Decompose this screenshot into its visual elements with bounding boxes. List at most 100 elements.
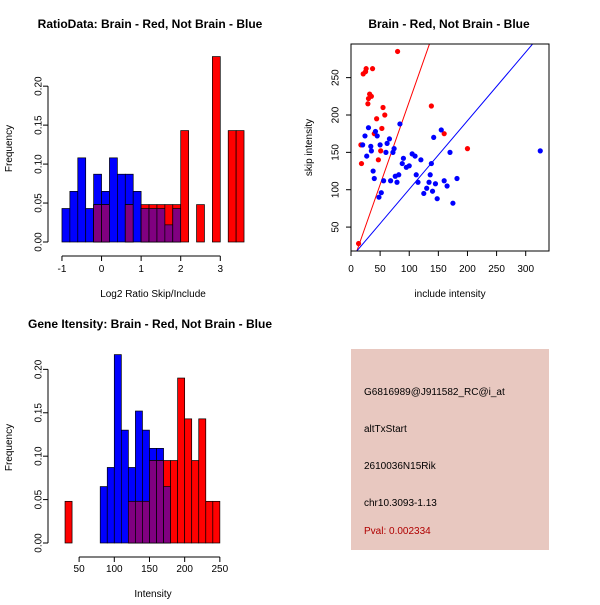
bar-overlap bbox=[93, 204, 102, 243]
x-tick-label: 50 bbox=[74, 564, 86, 575]
bar-brain bbox=[191, 460, 200, 544]
bar-brain bbox=[212, 56, 221, 243]
point-not-brain bbox=[368, 148, 374, 154]
bar-overlap bbox=[140, 208, 150, 243]
point-not-brain bbox=[388, 178, 394, 184]
x-tick-label: 250 bbox=[212, 564, 229, 575]
point-brain bbox=[368, 93, 374, 99]
bar-not-brain bbox=[61, 208, 71, 243]
x-tick-label: -1 bbox=[58, 264, 67, 275]
point-not-brain bbox=[421, 190, 427, 197]
point-not-brain bbox=[362, 133, 368, 139]
bar-overlap bbox=[149, 460, 157, 544]
point-not-brain bbox=[365, 125, 372, 131]
point-not-brain bbox=[383, 149, 389, 155]
bar-not-brain bbox=[113, 354, 122, 544]
point-not-brain bbox=[370, 168, 376, 174]
bar-brain bbox=[212, 500, 221, 544]
bar-not-brain bbox=[109, 157, 118, 243]
point-not-brain bbox=[441, 178, 447, 184]
point-not-brain bbox=[432, 181, 439, 187]
point-not-brain bbox=[384, 140, 390, 146]
bar-not-brain bbox=[99, 486, 108, 544]
point-not-brain bbox=[397, 121, 403, 127]
plot-box bbox=[350, 43, 550, 252]
bar-overlap bbox=[148, 208, 158, 243]
point-brain bbox=[369, 66, 376, 72]
point-not-brain bbox=[406, 163, 412, 169]
point-not-brain bbox=[413, 172, 419, 178]
point-not-brain bbox=[381, 178, 387, 184]
point-brain bbox=[382, 112, 388, 118]
y-axis-label: Frequency bbox=[4, 424, 15, 471]
y-tick-label: 0.00 bbox=[34, 232, 45, 252]
bar-brain bbox=[184, 418, 193, 544]
bar-overlap bbox=[172, 208, 182, 243]
y-tick-label: 0.10 bbox=[34, 154, 45, 174]
point-not-brain bbox=[394, 179, 400, 185]
point-not-brain bbox=[374, 133, 380, 139]
bar-overlap bbox=[156, 460, 164, 544]
bar-overlap bbox=[163, 486, 171, 544]
y-tick-label: 100 bbox=[331, 181, 342, 198]
point-not-brain bbox=[386, 136, 393, 142]
x-tick-label: 300 bbox=[517, 264, 534, 275]
point-brain bbox=[375, 157, 381, 163]
point-not-brain bbox=[415, 179, 421, 185]
point-not-brain bbox=[418, 157, 424, 163]
point-not-brain bbox=[368, 143, 374, 149]
bar-brain bbox=[235, 130, 245, 243]
x-tick-label: 150 bbox=[141, 564, 158, 575]
x-tick-label: 50 bbox=[375, 264, 387, 275]
p-value: Pval: 0.002334 bbox=[364, 526, 431, 537]
bar-overlap bbox=[101, 204, 110, 243]
bar-not-brain bbox=[106, 467, 115, 544]
point-not-brain bbox=[428, 160, 434, 167]
genomic-location: chr10.3093-1.13 bbox=[364, 498, 437, 509]
point-not-brain bbox=[396, 172, 402, 178]
x-tick-label: 250 bbox=[488, 264, 505, 275]
y-tick-label: 0.10 bbox=[34, 446, 45, 466]
bar-not-brain bbox=[132, 191, 142, 243]
y-axis-label: skip intensity bbox=[304, 119, 315, 176]
y-tick-label: 0.20 bbox=[34, 76, 45, 96]
x-tick-label: 0 bbox=[348, 264, 354, 275]
bar-brain bbox=[198, 418, 207, 544]
point-not-brain bbox=[450, 200, 456, 206]
probe-id: G6816989@J911582_RC@i_at bbox=[364, 387, 505, 398]
y-axis-label: Frequency bbox=[4, 125, 15, 172]
point-not-brain bbox=[412, 153, 418, 159]
y-tick-label: 200 bbox=[331, 106, 342, 123]
point-not-brain bbox=[372, 128, 379, 135]
point-not-brain bbox=[431, 134, 437, 141]
info-panel: G6816989@J911582_RC@i_at altTxStart 2610… bbox=[351, 349, 549, 550]
x-tick-label: 3 bbox=[218, 264, 224, 275]
bar-overlap bbox=[156, 208, 166, 243]
point-brain bbox=[379, 125, 385, 132]
bar-not-brain bbox=[117, 173, 126, 243]
point-not-brain bbox=[424, 185, 430, 191]
fit-line-not-brain bbox=[356, 44, 534, 251]
x-tick-label: 150 bbox=[430, 264, 447, 275]
bar-overlap bbox=[135, 500, 143, 544]
x-tick-label: 200 bbox=[176, 564, 193, 575]
bar-brain bbox=[205, 500, 214, 544]
point-brain bbox=[363, 66, 369, 72]
point-not-brain bbox=[429, 188, 436, 194]
chart-title: RatioData: Brain - Red, Not Brain - Blue bbox=[38, 17, 263, 31]
y-tick-label: 250 bbox=[331, 69, 342, 86]
x-tick-label: 100 bbox=[106, 564, 123, 575]
point-brain bbox=[355, 240, 362, 247]
point-brain bbox=[428, 103, 434, 109]
x-tick-label: 100 bbox=[401, 264, 418, 275]
y-tick-label: 0.20 bbox=[34, 359, 45, 379]
point-not-brain bbox=[447, 149, 453, 155]
point-not-brain bbox=[454, 175, 460, 182]
bar-not-brain bbox=[69, 191, 79, 243]
chart-title: Brain - Red, Not Brain - Blue bbox=[368, 17, 530, 31]
gene-name: 2610036N15Rik bbox=[364, 461, 436, 472]
bar-not-brain bbox=[77, 157, 87, 243]
y-tick-label: 0.00 bbox=[34, 533, 45, 553]
x-axis-label: include intensity bbox=[414, 289, 485, 300]
